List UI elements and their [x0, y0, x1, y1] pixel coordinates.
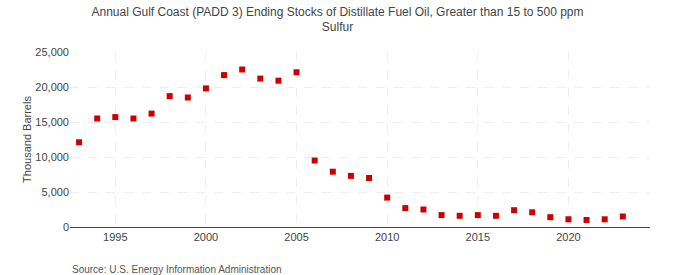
- svg-text:2005: 2005: [284, 231, 308, 243]
- svg-text:Source: U.S. Energy Informatio: Source: U.S. Energy Information Administ…: [72, 264, 282, 275]
- svg-text:2010: 2010: [375, 231, 399, 243]
- svg-text:2000: 2000: [194, 231, 218, 243]
- svg-text:Thousand Barrels: Thousand Barrels: [21, 96, 33, 183]
- svg-text:10,000: 10,000: [35, 151, 69, 163]
- svg-text:20,000: 20,000: [35, 81, 69, 93]
- svg-text:Annual Gulf Coast (PADD 3) End: Annual Gulf Coast (PADD 3) Ending Stocks…: [91, 5, 583, 35]
- svg-text:5,000: 5,000: [41, 186, 69, 198]
- svg-text:25,000: 25,000: [35, 46, 69, 58]
- svg-text:1995: 1995: [103, 231, 127, 243]
- svg-text:15,000: 15,000: [35, 116, 69, 128]
- svg-text:2015: 2015: [466, 231, 490, 243]
- svg-text:2020: 2020: [556, 231, 580, 243]
- svg-text:0: 0: [63, 221, 69, 233]
